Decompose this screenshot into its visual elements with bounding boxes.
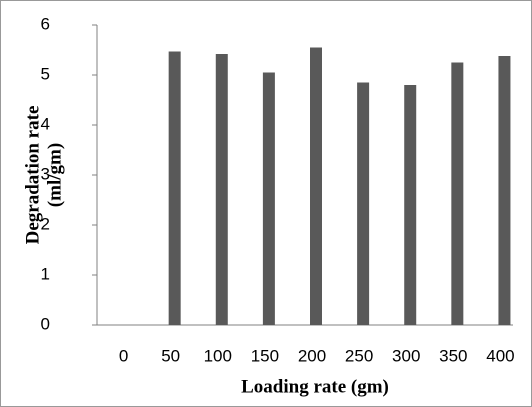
y-tick-label: 4 — [41, 114, 50, 133]
bar — [404, 85, 417, 325]
bar — [168, 51, 181, 325]
x-tick-label: 0 — [119, 346, 128, 365]
x-tick-label: 400 — [486, 346, 514, 365]
y-tick-label: 2 — [41, 214, 50, 233]
bar — [262, 72, 275, 325]
y-tick-label: 1 — [41, 264, 50, 283]
bar — [310, 47, 322, 325]
bar — [451, 62, 464, 325]
y-tick-label: 5 — [41, 64, 50, 83]
x-tick-label: 300 — [392, 346, 420, 365]
x-tick-label: 350 — [439, 346, 467, 365]
y-tick-label: 6 — [41, 14, 50, 33]
bar — [215, 54, 228, 325]
y-tick-label: 3 — [41, 164, 50, 183]
x-tick-label: 50 — [161, 346, 180, 365]
bar — [498, 56, 511, 325]
y-axis-label-line: (ml/gm) — [44, 143, 65, 207]
x-axis-label: Loading rate (gm) — [241, 376, 389, 397]
y-axis-label: Degradation rate (ml/gm) — [22, 106, 65, 245]
bar — [357, 82, 370, 325]
x-tick-label: 100 — [204, 346, 232, 365]
y-axis-label-line: Degradation rate — [22, 106, 43, 245]
y-tick-label: 0 — [41, 314, 50, 333]
x-tick-label: 250 — [345, 346, 373, 365]
x-tick-label: 150 — [251, 346, 279, 365]
x-tick-label: 200 — [298, 346, 326, 365]
